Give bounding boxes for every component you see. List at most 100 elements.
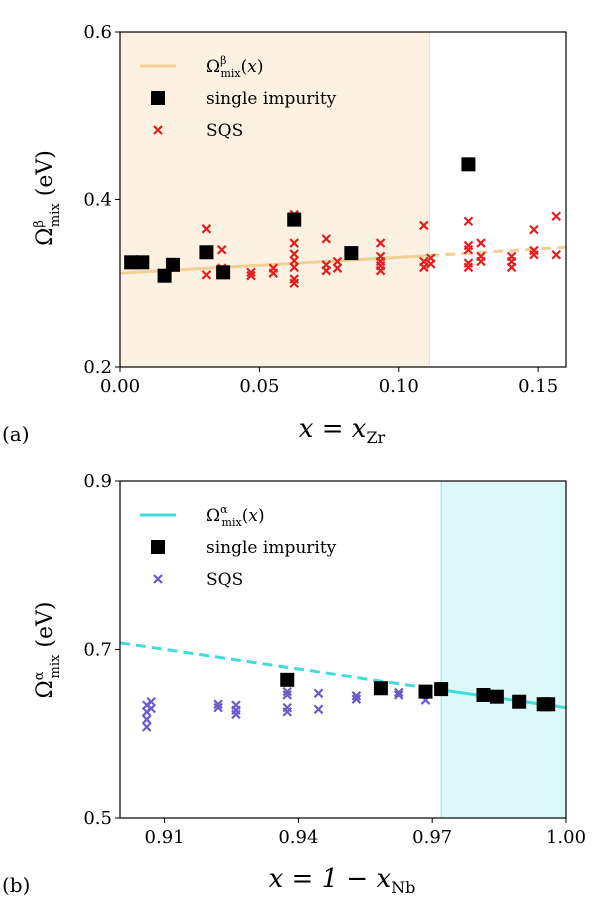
sqs-point bbox=[289, 278, 299, 289]
sqs-point bbox=[282, 707, 293, 717]
single-impurity-point bbox=[165, 257, 180, 272]
sqs-point bbox=[551, 211, 562, 222]
single-impurity-point bbox=[489, 689, 504, 704]
x-tick-label: 0.00 bbox=[100, 376, 140, 397]
sqs-point bbox=[476, 238, 486, 248]
x-tick-label: 0.97 bbox=[412, 827, 452, 848]
x-tick-label: 0.15 bbox=[518, 376, 558, 397]
ticks-b: 0.91 0.94 0.97 1.00 0.5 0.7 0.9 bbox=[83, 471, 586, 848]
sqs-point bbox=[375, 265, 386, 276]
legend-x-swatch bbox=[153, 574, 163, 584]
y-axis-label-a: Ωβmix (eV) bbox=[32, 150, 63, 246]
plot-content-b bbox=[120, 481, 566, 818]
single-impurity-point bbox=[434, 682, 449, 697]
y-tick-label: 0.6 bbox=[83, 22, 112, 43]
legend-single-impurity-label: single impurity bbox=[206, 538, 337, 558]
single-impurity-point bbox=[512, 694, 527, 709]
sqs-point bbox=[463, 216, 474, 227]
legend-square-swatch bbox=[151, 91, 165, 105]
sqs-point bbox=[332, 263, 343, 273]
sqs-point bbox=[146, 703, 156, 714]
sqs-point bbox=[268, 268, 279, 278]
single-impurity-point bbox=[199, 245, 214, 260]
single-impurity-point bbox=[461, 157, 476, 172]
sqs-point bbox=[141, 722, 152, 732]
sqs-point bbox=[313, 688, 324, 699]
shaded-region bbox=[120, 32, 430, 367]
single-impurity-point bbox=[216, 265, 231, 280]
sqs-point bbox=[506, 262, 517, 273]
sqs-point bbox=[463, 244, 474, 255]
fit-line-dashed bbox=[120, 641, 442, 692]
fit-line-dashed bbox=[429, 245, 566, 258]
legend-line-label: Ωα mix(x) bbox=[206, 503, 265, 529]
sqs-point bbox=[282, 686, 293, 697]
single-impurity-point bbox=[135, 255, 150, 270]
single-impurity-point bbox=[418, 684, 433, 699]
panel-label-a: (a) bbox=[2, 422, 30, 446]
legend-sqs-label: SQS bbox=[206, 121, 243, 141]
shaded-region bbox=[441, 481, 566, 818]
legend-x-swatch bbox=[153, 125, 163, 135]
sqs-point bbox=[201, 224, 212, 234]
legend-sqs-label: SQS bbox=[206, 570, 243, 590]
sqs-point bbox=[529, 224, 539, 235]
sqs-point bbox=[289, 238, 299, 248]
panel-label-b: (b) bbox=[2, 873, 30, 897]
sqs-point bbox=[321, 234, 332, 244]
x-axis-label-a: x = xZr bbox=[299, 414, 386, 447]
sqs-point bbox=[551, 249, 562, 260]
y-axis-label-b: Ωαmix (eV) bbox=[32, 602, 63, 699]
sqs-point bbox=[216, 244, 227, 255]
sqs-point bbox=[201, 270, 212, 280]
legend-b: Ωα mix(x) single impurity SQS bbox=[140, 503, 337, 590]
sqs-point bbox=[246, 270, 256, 281]
x-tick-label: 0.10 bbox=[379, 376, 419, 397]
sqs-point bbox=[463, 262, 474, 273]
single-impurity-point bbox=[287, 212, 302, 227]
sqs-point bbox=[282, 690, 293, 700]
sqs-point bbox=[426, 259, 436, 269]
x-tick-label: 0.91 bbox=[145, 827, 185, 848]
sqs-point bbox=[141, 714, 152, 725]
sqs-point bbox=[231, 709, 241, 720]
sqs-point bbox=[313, 704, 324, 715]
x-tick-label: 0.94 bbox=[278, 827, 318, 848]
single-impurity-point bbox=[344, 246, 359, 261]
sqs-point bbox=[351, 691, 362, 701]
sqs-point bbox=[375, 238, 386, 248]
single-impurity-point bbox=[476, 687, 491, 702]
plot-content-a bbox=[120, 32, 566, 367]
single-impurity-point bbox=[541, 697, 556, 712]
x-axis-label-b: x = 1 − xNb bbox=[269, 864, 416, 897]
y-tick-label: 0.2 bbox=[83, 357, 112, 378]
y-tick-label: 0.5 bbox=[83, 808, 112, 829]
x-tick-label: 0.05 bbox=[239, 376, 279, 397]
single-impurity-point bbox=[124, 255, 139, 270]
sqs-point bbox=[419, 220, 429, 231]
sqs-point bbox=[529, 249, 539, 260]
sqs-point bbox=[321, 265, 332, 276]
sqs-point bbox=[393, 690, 404, 700]
sqs-point bbox=[213, 702, 223, 713]
single-impurity-point bbox=[280, 672, 295, 687]
panel-a: 0.00 0.05 0.10 0.15 0.2 0.4 0.6 Ωβmix (eV) x =… bbox=[2, 22, 567, 447]
sqs-point bbox=[476, 256, 486, 267]
sqs-point bbox=[246, 267, 256, 278]
sqs-point bbox=[419, 262, 429, 273]
y-tick-label: 0.7 bbox=[83, 640, 112, 661]
ticks-a: 0.00 0.05 0.10 0.15 0.2 0.4 0.6 bbox=[83, 22, 567, 397]
sqs-point bbox=[351, 694, 362, 704]
single-impurity-point bbox=[157, 268, 172, 283]
single-impurity-point bbox=[373, 681, 388, 696]
legend-square-swatch bbox=[151, 540, 165, 554]
sqs-point bbox=[393, 687, 404, 698]
y-tick-label: 0.4 bbox=[83, 190, 112, 211]
legend-single-impurity-label: single impurity bbox=[206, 89, 337, 109]
x-tick-label: 1.00 bbox=[546, 827, 586, 848]
panel-b: 0.91 0.94 0.97 1.00 0.5 0.7 0.9 Ωαmix (eV) x =… bbox=[2, 471, 586, 897]
y-tick-label: 0.9 bbox=[83, 471, 112, 492]
sqs-point bbox=[213, 699, 223, 710]
